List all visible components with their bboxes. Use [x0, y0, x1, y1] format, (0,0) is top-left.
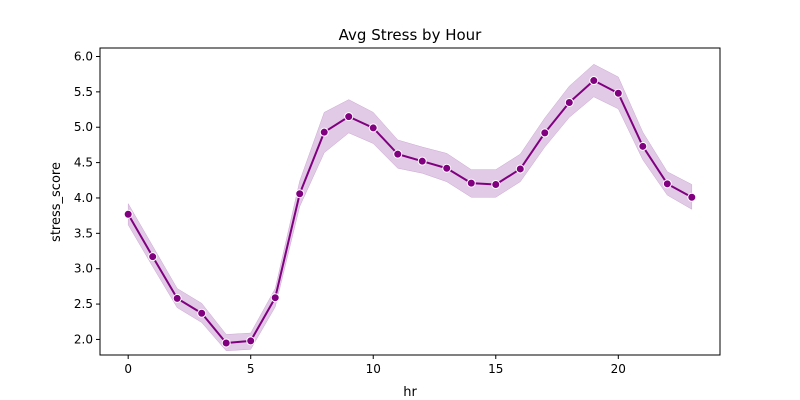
data-point [491, 180, 501, 190]
data-point [221, 338, 231, 348]
data-point [540, 128, 550, 138]
y-axis-label: stress_score [49, 162, 64, 242]
x-tick-label: 15 [488, 362, 503, 376]
data-point [172, 293, 182, 303]
data-point [368, 123, 378, 133]
confidence-band [127, 63, 693, 352]
data-point [319, 127, 329, 137]
plot-frame [99, 47, 721, 356]
data-point [295, 189, 305, 199]
data-point [589, 76, 599, 86]
x-tick-label: 20 [611, 362, 626, 376]
data-point [270, 293, 280, 303]
y-tick-label: 5.5 [74, 85, 93, 99]
data-point [662, 179, 672, 189]
data-point [123, 209, 133, 219]
data-point [197, 308, 207, 318]
y-tick-label: 6.0 [74, 49, 93, 63]
data-point [393, 149, 403, 159]
chart-title: Avg Stress by Hour [339, 26, 483, 44]
data-point [466, 178, 476, 188]
data-point [638, 141, 648, 151]
y-tick-label: 4.5 [74, 156, 93, 170]
data-point [687, 192, 697, 202]
plot-area [123, 63, 697, 352]
data-point [613, 88, 623, 98]
y-axis: 2.0 2.5 3.0 3.5 4.0 4.5 5.0 5.5 6.0 [74, 49, 100, 346]
y-tick-label: 3.0 [74, 262, 93, 276]
data-point [148, 252, 158, 262]
data-point [344, 112, 354, 122]
x-tick-label: 0 [124, 362, 132, 376]
data-point [246, 336, 256, 346]
x-tick-label: 5 [247, 362, 255, 376]
data-point [564, 97, 574, 107]
y-tick-label: 5.0 [74, 120, 93, 134]
data-point [417, 156, 427, 166]
y-tick-label: 3.5 [74, 226, 93, 240]
y-tick-label: 2.5 [74, 297, 93, 311]
y-tick-label: 4.0 [74, 191, 93, 205]
x-tick-label: 10 [366, 362, 381, 376]
series-line [127, 79, 693, 344]
y-tick-label: 2.0 [74, 332, 93, 346]
x-axis-label: hr [403, 385, 417, 400]
x-axis: 0 5 10 15 20 [124, 355, 626, 376]
data-point [442, 163, 452, 173]
data-point [515, 164, 525, 174]
